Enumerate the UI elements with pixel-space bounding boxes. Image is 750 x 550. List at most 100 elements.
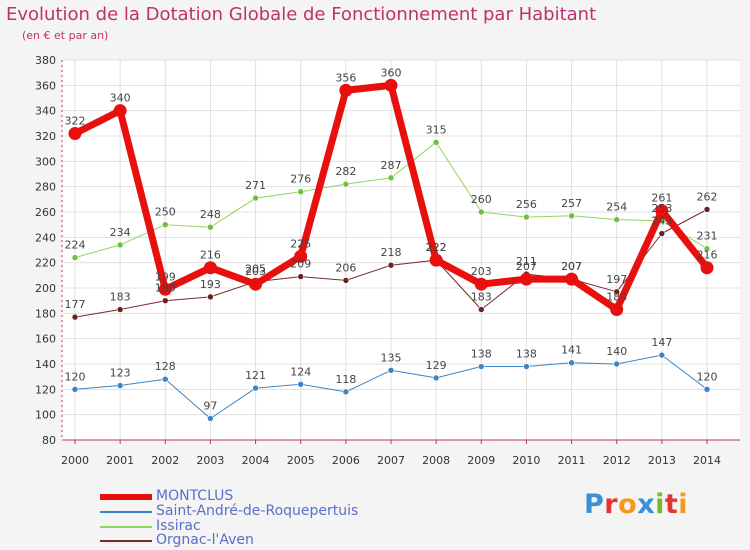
data-point xyxy=(523,213,530,221)
data-label: 140 xyxy=(606,345,627,358)
data-label: 216 xyxy=(200,249,221,262)
data-label: 183 xyxy=(110,291,131,304)
data-label: 121 xyxy=(245,369,266,382)
data-label: 222 xyxy=(426,241,447,254)
data-label: 250 xyxy=(155,206,176,219)
data-label: 141 xyxy=(561,344,582,357)
data-point xyxy=(116,241,124,249)
data-label: 315 xyxy=(426,123,447,136)
data-point xyxy=(161,297,169,304)
data-point xyxy=(342,180,350,188)
data-point xyxy=(565,272,579,286)
legend-swatch-orgnac xyxy=(100,540,152,542)
y-tick-label: 140 xyxy=(35,358,56,371)
data-point xyxy=(387,261,395,269)
data-point xyxy=(655,204,669,218)
data-point xyxy=(703,245,711,253)
legend-swatch-montclus xyxy=(100,494,152,500)
chart-subtitle: (en € et par an) xyxy=(22,29,109,42)
data-point xyxy=(68,126,82,140)
data-point xyxy=(703,206,711,213)
data-label: 147 xyxy=(651,336,672,349)
data-label: 225 xyxy=(290,237,311,250)
x-tick-label: 2014 xyxy=(693,454,721,467)
y-tick-label: 320 xyxy=(35,130,56,143)
data-label: 356 xyxy=(335,71,356,84)
data-point xyxy=(294,249,308,263)
y-tick-label: 160 xyxy=(35,333,56,346)
chart-title: Evolution de la Dotation Globale de Fonc… xyxy=(6,4,597,25)
data-label: 183 xyxy=(471,291,492,304)
y-tick-label: 380 xyxy=(35,54,56,67)
data-point xyxy=(297,273,305,280)
data-label: 190 xyxy=(155,282,176,295)
data-label: 222 xyxy=(426,241,447,254)
data-point xyxy=(432,374,440,382)
data-point xyxy=(477,306,485,313)
data-point xyxy=(477,363,485,370)
data-point xyxy=(700,261,714,275)
x-tick-label: 2000 xyxy=(61,454,89,467)
data-point xyxy=(249,277,263,291)
data-label: 262 xyxy=(697,190,718,203)
data-point xyxy=(116,382,124,389)
data-label: 261 xyxy=(651,192,672,205)
data-label: 271 xyxy=(245,179,266,192)
legend-label-issirac: Issirac xyxy=(156,518,201,534)
data-label: 203 xyxy=(245,265,266,278)
data-label: 199 xyxy=(155,270,176,283)
data-point xyxy=(342,277,350,284)
data-label: 97 xyxy=(203,399,217,412)
y-tick-label: 120 xyxy=(35,383,56,396)
data-point xyxy=(339,83,353,97)
data-label: 123 xyxy=(110,367,131,380)
data-point xyxy=(342,388,350,396)
legend-item-orgnac: Orgnac-l'Aven xyxy=(100,532,400,549)
data-label: 207 xyxy=(516,260,537,273)
data-point xyxy=(161,221,169,228)
y-tick-label: 360 xyxy=(35,79,56,92)
x-tick-label: 2002 xyxy=(151,454,179,467)
x-tick-label: 2006 xyxy=(332,454,360,467)
logo-letter: o xyxy=(618,489,638,520)
data-label: 256 xyxy=(516,198,537,211)
data-label: 120 xyxy=(697,370,718,383)
data-label: 254 xyxy=(606,201,627,214)
data-point xyxy=(207,415,214,422)
x-tick-label: 2011 xyxy=(558,454,586,467)
y-tick-label: 260 xyxy=(35,206,56,219)
y-tick-label: 80 xyxy=(42,434,56,447)
data-label: 138 xyxy=(471,348,492,361)
data-label: 118 xyxy=(335,373,356,386)
data-point xyxy=(429,253,443,267)
y-tick-label: 280 xyxy=(35,181,56,194)
data-point xyxy=(158,282,172,296)
y-tick-label: 180 xyxy=(35,307,56,320)
legend-label-montclus: MONTCLUS xyxy=(156,488,234,504)
logo-letter: i xyxy=(655,489,665,520)
logo-letter: x xyxy=(637,489,656,520)
data-point xyxy=(387,367,395,374)
data-point xyxy=(252,194,259,202)
data-label: 234 xyxy=(110,226,131,239)
data-label: 248 xyxy=(200,208,221,221)
data-point xyxy=(568,212,575,220)
data-point xyxy=(297,188,305,196)
data-label: 287 xyxy=(381,159,402,172)
data-point xyxy=(658,230,666,237)
data-point xyxy=(613,360,621,368)
data-label: 135 xyxy=(381,351,402,364)
data-point xyxy=(477,208,485,216)
data-label: 360 xyxy=(381,66,402,79)
x-tick-label: 2013 xyxy=(648,454,676,467)
data-point xyxy=(207,293,214,301)
data-point xyxy=(703,386,711,393)
data-point xyxy=(161,375,169,383)
y-tick-label: 100 xyxy=(35,409,56,422)
data-point xyxy=(71,254,79,261)
legend-item-montclus: MONTCLUS xyxy=(100,488,400,505)
data-point xyxy=(658,351,666,359)
x-tick-label: 2003 xyxy=(196,454,224,467)
logo-letter: r xyxy=(604,489,619,520)
data-label: 124 xyxy=(290,365,311,378)
